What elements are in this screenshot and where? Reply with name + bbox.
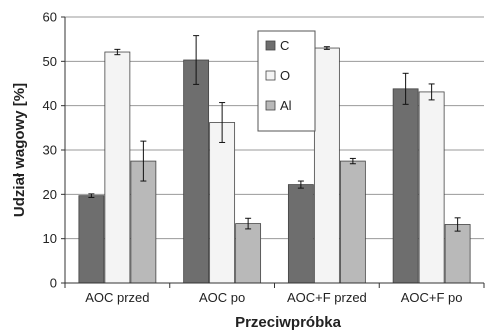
- error-bars: [88, 35, 461, 232]
- legend-swatch-o: [265, 70, 276, 81]
- y-tick-label: 40: [43, 98, 57, 113]
- x-axis-title: Przeciwpróbka: [235, 314, 342, 331]
- y-tick-label: 60: [43, 10, 57, 25]
- bar-al-3: [339, 160, 366, 284]
- bar-c-3: [287, 184, 314, 284]
- bar-al-2: [235, 223, 262, 284]
- bar-c-4: [392, 88, 419, 284]
- legend-label-o: O: [280, 68, 290, 83]
- bar-al-4: [444, 224, 471, 284]
- x-tick-label: AOC+F po: [401, 290, 463, 305]
- bar-o-2: [209, 122, 236, 284]
- bar-c-1: [78, 195, 105, 284]
- y-tick-label: 10: [43, 231, 57, 246]
- legend-swatch-al: [265, 100, 276, 111]
- bar-c-2: [183, 59, 210, 284]
- y-tick-label: 20: [43, 187, 57, 202]
- legend-label-c: C: [280, 38, 289, 53]
- bar-o-3: [313, 47, 340, 284]
- x-tick-label: AOC po: [199, 290, 245, 305]
- legend-swatch-c: [265, 40, 276, 51]
- bar-o-1: [104, 51, 131, 284]
- y-axis-title: Udział wagowy [%]: [11, 83, 28, 217]
- y-tick-label: 50: [43, 54, 57, 69]
- y-tick-label: 0: [50, 276, 57, 291]
- legend: CO Al: [257, 30, 316, 132]
- legend-label-al: Al: [280, 98, 292, 113]
- y-tick-label: 30: [43, 143, 57, 158]
- x-tick-label: AOC przed: [85, 290, 149, 305]
- x-tick-label: AOC+F przed: [287, 290, 367, 305]
- tick-labels: 0 10 20 30 40 50 60 AOC przed AOC po AOC+F przed A…: [43, 10, 463, 306]
- axes: [61, 16, 485, 288]
- bar-o-4: [418, 91, 445, 284]
